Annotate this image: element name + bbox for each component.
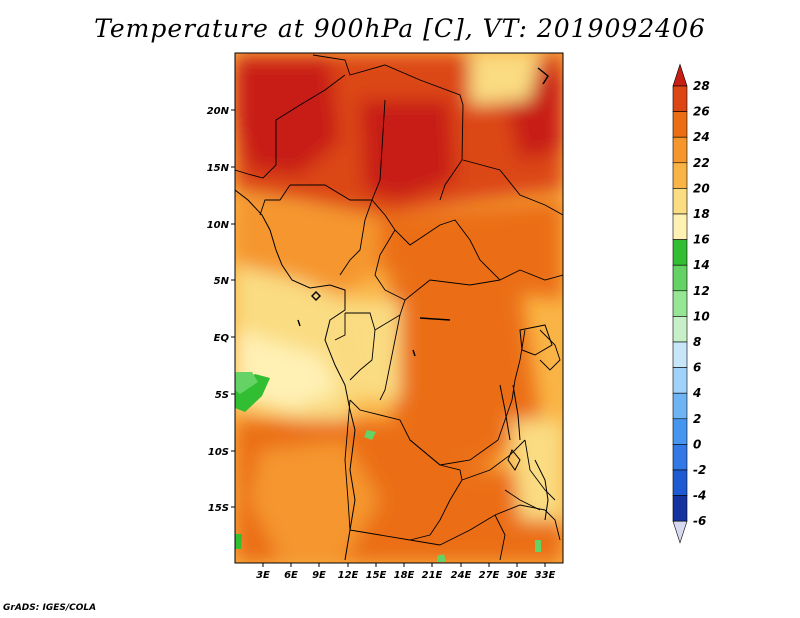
- colorbar-swatch: [672, 418, 688, 445]
- colorbar-swatch: [672, 85, 688, 112]
- colorbar-swatch: [672, 63, 688, 87]
- map-frame: [234, 52, 564, 564]
- lon-label: 18E: [394, 570, 415, 581]
- lat-label: 10S: [208, 447, 229, 458]
- latitude-axis: 20N 15N 10N 5N EQ 5S 10S 15S: [207, 106, 235, 514]
- colorbar-swatch: [672, 341, 688, 368]
- colorbar-swatch: [672, 264, 688, 292]
- colorbar-swatch: [672, 469, 688, 496]
- colorbar-label: 24: [693, 130, 710, 144]
- colorbar-swatch: [672, 392, 688, 420]
- lon-label: 12E: [338, 570, 359, 581]
- lon-label: 27E: [479, 570, 500, 581]
- colorbar-label: 10: [693, 309, 710, 323]
- colorbar-swatch: [672, 316, 688, 343]
- lon-label: 15E: [366, 570, 387, 581]
- colorbar-label: -2: [693, 463, 706, 477]
- colorbar-label: 4: [692, 386, 701, 400]
- colorbar-label: 6: [693, 361, 701, 375]
- colorbar-label: 8: [693, 335, 701, 349]
- lat-label: 15S: [208, 503, 229, 514]
- temperature-field: [235, 53, 563, 563]
- colorbar-swatch: [672, 495, 688, 522]
- colorbar-label: 28: [693, 79, 710, 93]
- lon-label: 9E: [312, 570, 326, 581]
- lon-label: 21E: [422, 570, 443, 581]
- colorbar-swatch: [672, 367, 688, 394]
- colorbar-label: -4: [693, 489, 706, 503]
- colorbar-swatch: [672, 239, 688, 266]
- longitude-axis: 3E 6E 9E 12E 15E 18E 21E 24E 27E 30E 33E: [256, 563, 556, 581]
- lat-label: 5S: [215, 390, 229, 401]
- colorbar-label: -6: [693, 514, 706, 528]
- colorbar-swatch: [672, 136, 688, 164]
- lon-label: 6E: [284, 570, 298, 581]
- colorbar-label: 26: [693, 105, 710, 119]
- lat-label: 10N: [207, 220, 230, 231]
- map-title: Temperature at 900hPa [C], VT: 201909240…: [94, 14, 706, 43]
- country-borders: [235, 54, 563, 561]
- lon-label: 33E: [535, 570, 556, 581]
- colorbar-label: 18: [693, 207, 710, 221]
- colorbar-label: 2: [693, 412, 701, 426]
- colorbar-label: 16: [693, 233, 710, 247]
- lat-label: 15N: [207, 163, 230, 174]
- colorbar-label: 12: [693, 284, 710, 298]
- grads-credit: GrADS: IGES/COLA: [3, 603, 97, 613]
- lon-label: 3E: [256, 570, 270, 581]
- lon-label: 30E: [507, 570, 528, 581]
- colorbar-swatch: [672, 111, 688, 138]
- lat-label: 5N: [214, 276, 230, 287]
- colorbar-swatch: [672, 213, 688, 240]
- colorbar-swatch: [672, 162, 688, 189]
- colorbar-label: 20: [693, 181, 710, 195]
- lon-label: 24E: [451, 570, 472, 581]
- lat-label: EQ: [214, 333, 230, 344]
- colorbar-swatch: [672, 444, 688, 471]
- colorbar-label: 22: [693, 156, 710, 170]
- colorbar-swatch: [672, 290, 688, 317]
- lat-label: 20N: [207, 106, 230, 117]
- colorbar-swatch: [672, 188, 688, 215]
- colorbar-label: 14: [693, 258, 710, 272]
- colorbar-swatch: [672, 520, 688, 544]
- colorbar-label: 0: [693, 437, 701, 451]
